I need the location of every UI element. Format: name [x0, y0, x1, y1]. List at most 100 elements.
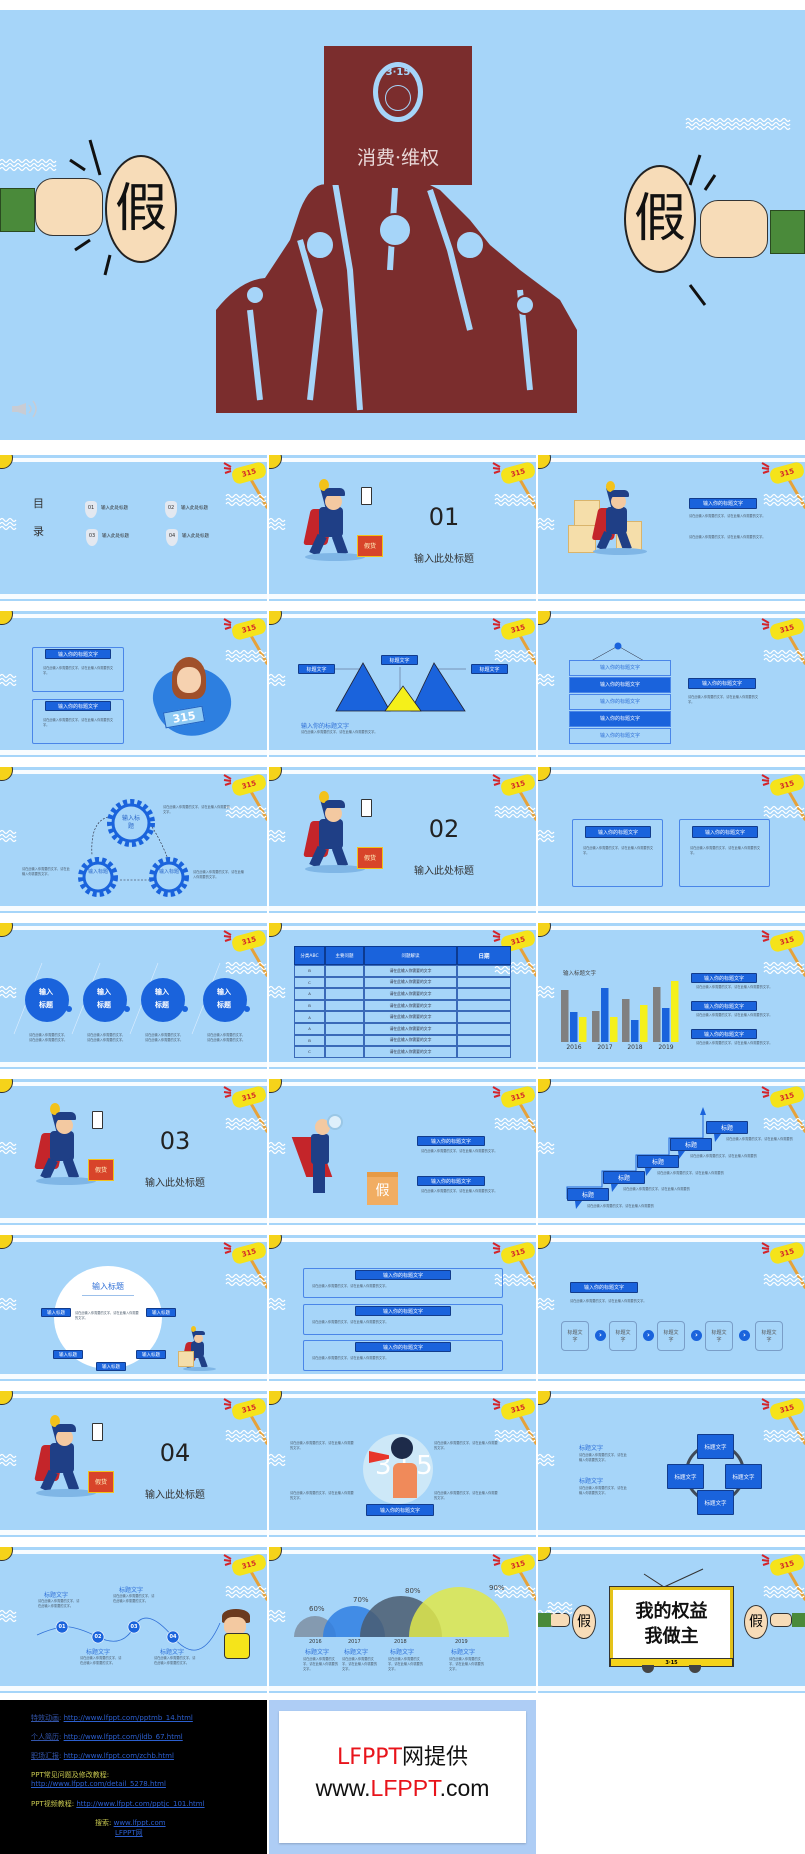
list-band[interactable]: 输入你的标题文字 — [569, 728, 671, 744]
table-cell[interactable]: C — [294, 976, 325, 989]
table-cell[interactable] — [325, 976, 364, 989]
list-band[interactable]: 输入你的标题文字 — [569, 660, 671, 676]
footer-link-row[interactable]: 特效动画: http://www.lfppt.com/pptmb_14.html — [31, 1713, 193, 1723]
table-cell[interactable]: B — [294, 1034, 325, 1047]
slide-thumbnail[interactable]: 315 我的权益 我做主 3·15 假 假 — [538, 1547, 805, 1693]
table-header-cell[interactable]: 问题解读 — [364, 946, 457, 965]
table-cell[interactable] — [457, 1011, 511, 1023]
table-cell[interactable]: A — [294, 988, 325, 1000]
table-cell[interactable]: B — [294, 965, 325, 977]
table-cell[interactable] — [325, 1023, 364, 1035]
table-cell[interactable]: 请在此输入你需要的文字 — [364, 1046, 457, 1058]
link-url[interactable]: http://www.lfppt.com/jldb_67.html — [63, 1733, 183, 1741]
chevron-right-icon[interactable]: › — [739, 1330, 750, 1341]
footer-link-row[interactable]: 个人简历: http://www.lfppt.com/jldb_67.html — [31, 1732, 183, 1742]
table-cell[interactable] — [325, 1046, 364, 1058]
toc-item[interactable]: 03 输入此处标题 — [86, 529, 156, 547]
slide-thumbnail[interactable]: 315 输入标题 请在此输入你需要的文字，请在此输入你需要的文字。 输入标题 输入标题输… — [0, 1235, 267, 1381]
site-name-link[interactable]: LFPPT网 — [115, 1829, 143, 1837]
link-url[interactable]: http://www.lfppt.com/pptjc_101.html — [76, 1800, 205, 1808]
table-cell[interactable]: 请在此输入你需要的文字 — [364, 1034, 457, 1047]
table-cell[interactable] — [325, 1011, 364, 1023]
gavel-315-icon: 315 — [761, 1084, 805, 1137]
slide-thumbnail[interactable]: 315 输入你的标题文字 请在此输入你需要的文字，请在此输入你需要的文字。 输入你的标… — [269, 1235, 536, 1381]
search-url[interactable]: www.lfppt.com — [113, 1819, 166, 1827]
table-cell[interactable]: 请在此输入你需要的文字 — [364, 1023, 457, 1035]
slide-thumbnail[interactable]: 315 输入你的标题文字 输入你的标题文字 输入你的标题文字 输入你的标题文字 输入你的标… — [538, 611, 805, 757]
slide-thumbnail[interactable]: 315 01 02 03 04 标题文字 请在此输入你需要的文字，请在此输入你需要的文字。标… — [0, 1547, 267, 1693]
table-header-cell[interactable]: 日期 — [457, 946, 511, 965]
slide-thumbnail[interactable]: 315 输入你的标题文字 请在此输入你需要的文字，请在此输入你需要的文字。 请在此输入… — [538, 455, 805, 601]
footer-link-row[interactable]: 职场汇报: http://www.lfppt.com/zchb.html — [31, 1751, 174, 1761]
slide-thumbnail[interactable]: 315 输入你的标题文字 请在此输入你需要的文字，请在此输入你需要的文字。 输入你的标… — [538, 767, 805, 913]
link-url[interactable]: http://www.lfppt.com/detail_5278.html — [31, 1780, 166, 1788]
table-cell[interactable]: 请在此输入你需要的文字 — [364, 976, 457, 989]
table-cell[interactable]: A — [294, 1023, 325, 1035]
table-cell[interactable] — [325, 988, 364, 1000]
waves-icon — [538, 1297, 555, 1311]
slide-thumbnail[interactable]: 315 输入标题文字 2016 2017 2018 2019 输入你的标题文字 请在此输入你需… — [538, 923, 805, 1069]
slide-thumbnail[interactable]: 315 假货 01 输入此处标题 — [269, 455, 536, 601]
slide-thumbnail[interactable]: 315 输入标题 输入标题 输入标题 请在此输入你需要的文字，请在此输入你需要的文字。请… — [0, 767, 267, 913]
slide-thumbnail[interactable]: 315 假货 04 输入此处标题 — [0, 1391, 267, 1537]
table-cell[interactable] — [457, 999, 511, 1012]
table-cell[interactable] — [457, 988, 511, 1000]
footer-link-row[interactable]: PPT视频教程: http://www.lfppt.com/pptjc_101.… — [31, 1799, 205, 1809]
link-url[interactable]: http://www.lfppt.com/zchb.html — [63, 1752, 174, 1760]
slide-thumbnail[interactable]: 315 目录 01 输入此处标题 02 输入此处标题 03 输入此处标题 04 输入此处标题 — [0, 455, 267, 601]
chevron-right-icon[interactable]: › — [691, 1330, 702, 1341]
chevron-right-icon[interactable]: › — [643, 1330, 654, 1341]
slide-thumbnail[interactable]: 315 输入你的标题文字 请在此输入你需要的文字，请在此输入你需要的文字。 标题文字 ›… — [538, 1235, 805, 1381]
table-header-cell[interactable]: 主要问题 — [325, 946, 364, 965]
wave-line — [685, 117, 791, 123]
table-cell[interactable]: 请在此输入你需要的文字 — [364, 999, 457, 1012]
table-cell[interactable]: B — [294, 999, 325, 1012]
title-slide[interactable]: 3·15 消费·维权假假 — [0, 10, 805, 440]
process-step[interactable]: 标题文字 — [609, 1321, 637, 1351]
list-band[interactable]: 输入你的标题文字 — [569, 694, 671, 710]
slide-thumbnail[interactable]: 315 输入 标题 请在此输入你需要的文字，请在此输入你需要的文字。 输入 标题 请在此输入… — [0, 923, 267, 1069]
table-cell[interactable]: C — [294, 1046, 325, 1058]
toc-item[interactable]: 01 输入此处标题 — [85, 501, 155, 519]
slide-thumbnail[interactable]: 315标题请在此输入你需要的文字，请在此输入你需要的文字。标题请在此输入你需要的… — [538, 1079, 805, 1225]
slide-thumbnail[interactable]: 315 分类ABC 主要问题 问题解读 日期 B 请在此输入你需要的文字 C 请在此输入你需要的… — [269, 923, 536, 1069]
process-step[interactable]: 标题文字 — [705, 1321, 733, 1351]
table-cell[interactable]: 请在此输入你需要的文字 — [364, 965, 457, 977]
table-cell[interactable] — [457, 1023, 511, 1035]
table-cell[interactable] — [325, 965, 364, 977]
table-cell[interactable] — [325, 999, 364, 1012]
table-cell[interactable] — [457, 976, 511, 989]
slide-thumbnail[interactable]: 315 标题文字 请在此输入你需要的文字，请在此输入你需要的文字。 标题文字 请在此输入… — [538, 1391, 805, 1537]
toc-item[interactable]: 04 输入此处标题 — [166, 529, 236, 547]
process-step[interactable]: 标题文字 — [657, 1321, 685, 1351]
bottom-border-strip — [269, 1686, 536, 1691]
process-step[interactable]: 标题文字 — [561, 1321, 589, 1351]
slide-thumbnail[interactable]: 315315输入你的标题文字请在此输入你需要的文字，请在此输入你需要的文字。请在… — [269, 1391, 536, 1537]
footer-link-row[interactable]: PPT常见问题及修改教程: — [31, 1770, 109, 1780]
slide-thumbnail[interactable]: 315 假货 02 输入此处标题 — [269, 767, 536, 913]
table-cell[interactable] — [457, 1034, 511, 1047]
slide-thumbnail[interactable]: 315 60% 70% 80% 90% 2016 标题文字 请在此输入你需要的文字，请在此输入… — [269, 1547, 536, 1693]
table-cell[interactable] — [457, 965, 511, 977]
speaker-icon[interactable] — [12, 395, 42, 423]
slide-thumbnail[interactable]: 315 假输入你的标题文字 请在此输入你需要的文字，请在此输入你需要的文字。 输入你的… — [269, 1079, 536, 1225]
table-cell[interactable]: A — [294, 1011, 325, 1023]
burst-line — [761, 1398, 770, 1410]
title-circle — [203, 978, 247, 1022]
table-cell[interactable]: 请在此输入你需要的文字 — [364, 1011, 457, 1023]
toc-item[interactable]: 02 输入此处标题 — [165, 501, 235, 519]
slide-thumbnail[interactable]: 315 标题文字 标题文字 标题文字 输入你的标题文字 请在此输入你需要的文字，请在此输入… — [269, 611, 536, 757]
wave-line — [763, 497, 805, 503]
chevron-right-icon[interactable]: › — [595, 1330, 606, 1341]
search-row[interactable]: 搜索: www.lfppt.com — [95, 1818, 166, 1828]
table-cell[interactable] — [457, 1046, 511, 1058]
link-url[interactable]: http://www.lfppt.com/pptmb_14.html — [63, 1714, 193, 1722]
list-band[interactable]: 输入你的标题文字 — [569, 711, 671, 727]
slide-thumbnail[interactable]: 315 输入你的标题文字 请在此输入你需要的文字，请在此输入你需要的文字。 输入你的标… — [0, 611, 267, 757]
slide-thumbnail[interactable]: 315 假货 03 输入此处标题 — [0, 1079, 267, 1225]
table-cell[interactable]: 请在此输入你需要的文字 — [364, 988, 457, 1000]
list-band[interactable]: 输入你的标题文字 — [569, 677, 671, 693]
table-cell[interactable] — [325, 1034, 364, 1047]
process-step[interactable]: 标题文字 — [755, 1321, 783, 1351]
table-header-cell[interactable]: 分类ABC — [294, 946, 325, 965]
